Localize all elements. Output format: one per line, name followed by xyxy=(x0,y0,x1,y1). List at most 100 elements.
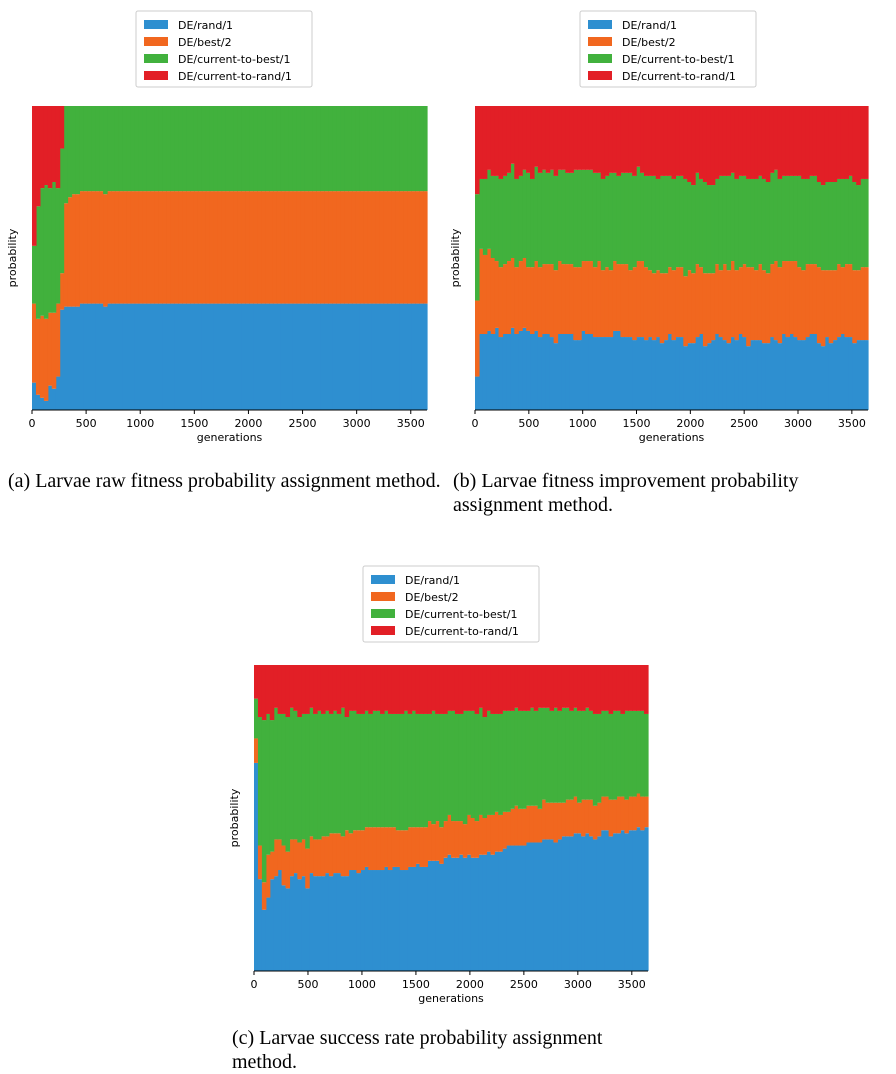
area-segment xyxy=(820,106,826,186)
area-segment xyxy=(257,665,263,718)
area-segment xyxy=(122,191,128,304)
area-segment xyxy=(521,710,527,809)
area-segment xyxy=(824,106,830,182)
area-segment xyxy=(197,303,203,410)
area-segment xyxy=(142,191,148,304)
area-segment xyxy=(415,863,421,971)
area-segment xyxy=(305,888,310,971)
area-segment xyxy=(470,710,476,818)
area-segment xyxy=(384,866,389,971)
area-segment xyxy=(620,796,625,831)
area-segment xyxy=(257,191,262,304)
legend-label: DE/best/2 xyxy=(622,36,676,49)
series-0-a xyxy=(32,303,428,410)
area-segment xyxy=(612,106,618,173)
area-segment xyxy=(529,842,535,971)
area-segment xyxy=(91,191,96,304)
area-segment xyxy=(103,194,108,307)
area-segment xyxy=(170,106,175,192)
area-segment xyxy=(55,376,61,410)
area-segment xyxy=(482,334,488,410)
area-segment xyxy=(636,166,641,262)
area-segment xyxy=(699,178,704,268)
area-segment xyxy=(249,303,254,410)
area-segment xyxy=(710,106,716,186)
area-segment xyxy=(375,191,381,304)
area-segment xyxy=(530,106,535,179)
area-segment xyxy=(344,876,350,971)
area-segment xyxy=(856,185,861,271)
area-segment xyxy=(710,273,716,341)
area-segment xyxy=(261,720,267,883)
area-segment xyxy=(324,873,330,971)
area-segment xyxy=(193,303,199,410)
area-segment xyxy=(647,106,653,176)
area-segment xyxy=(525,710,531,806)
area-segment xyxy=(43,318,49,401)
area-segment xyxy=(498,665,503,714)
area-segment xyxy=(671,340,677,410)
area-segment xyxy=(482,665,488,718)
area-segment xyxy=(249,106,254,192)
area-segment xyxy=(376,710,381,828)
area-segment xyxy=(714,264,720,334)
area-segment xyxy=(458,713,464,822)
area-segment xyxy=(604,830,610,971)
area-segment xyxy=(581,799,586,837)
area-segment xyxy=(324,836,330,874)
area-segment xyxy=(320,191,325,304)
area-segment xyxy=(328,303,333,410)
area-segment xyxy=(521,845,527,971)
area-segment xyxy=(71,194,77,307)
area-segment xyxy=(197,191,203,304)
series-2-c xyxy=(254,698,649,883)
area-segment xyxy=(284,303,290,410)
area-segment xyxy=(557,839,562,971)
area-segment xyxy=(714,178,720,265)
area-segment xyxy=(265,854,271,898)
area-segment xyxy=(348,710,354,834)
area-segment xyxy=(320,836,326,877)
area-segment xyxy=(581,710,586,800)
area-segment xyxy=(118,303,124,410)
area-segment xyxy=(332,710,338,834)
area-segment xyxy=(363,191,369,304)
area-segment xyxy=(521,808,527,846)
area-segment xyxy=(789,334,794,410)
area-segment xyxy=(352,665,358,711)
area-segment xyxy=(545,172,551,265)
area-segment xyxy=(640,665,645,711)
area-segment xyxy=(47,385,53,410)
area-segment xyxy=(490,814,495,855)
area-segment xyxy=(506,665,511,711)
area-segment xyxy=(663,175,669,274)
area-segment xyxy=(612,172,618,262)
area-segment xyxy=(636,106,641,167)
area-segment xyxy=(316,303,321,410)
area-segment xyxy=(549,839,555,971)
area-segment xyxy=(840,178,846,268)
area-segment xyxy=(765,343,771,410)
area-segment xyxy=(285,717,291,852)
area-segment xyxy=(313,713,318,840)
area-segment xyxy=(809,106,814,176)
area-segment xyxy=(545,707,551,803)
area-segment xyxy=(738,175,743,268)
area-segment xyxy=(608,270,614,338)
area-segment xyxy=(142,303,148,410)
area-segment xyxy=(655,270,661,338)
area-segment xyxy=(265,191,270,304)
area-segment xyxy=(308,106,314,192)
area-segment xyxy=(506,811,511,846)
area-segment xyxy=(502,710,507,812)
area-segment xyxy=(296,106,302,192)
area-segment xyxy=(130,191,136,304)
area-segment xyxy=(158,303,163,410)
area-segment xyxy=(254,665,259,699)
area-segment xyxy=(517,710,523,809)
area-segment xyxy=(427,821,432,861)
area-segment xyxy=(178,303,183,410)
area-segment xyxy=(336,665,342,714)
area-segment xyxy=(640,830,645,971)
area-segment xyxy=(844,337,849,410)
